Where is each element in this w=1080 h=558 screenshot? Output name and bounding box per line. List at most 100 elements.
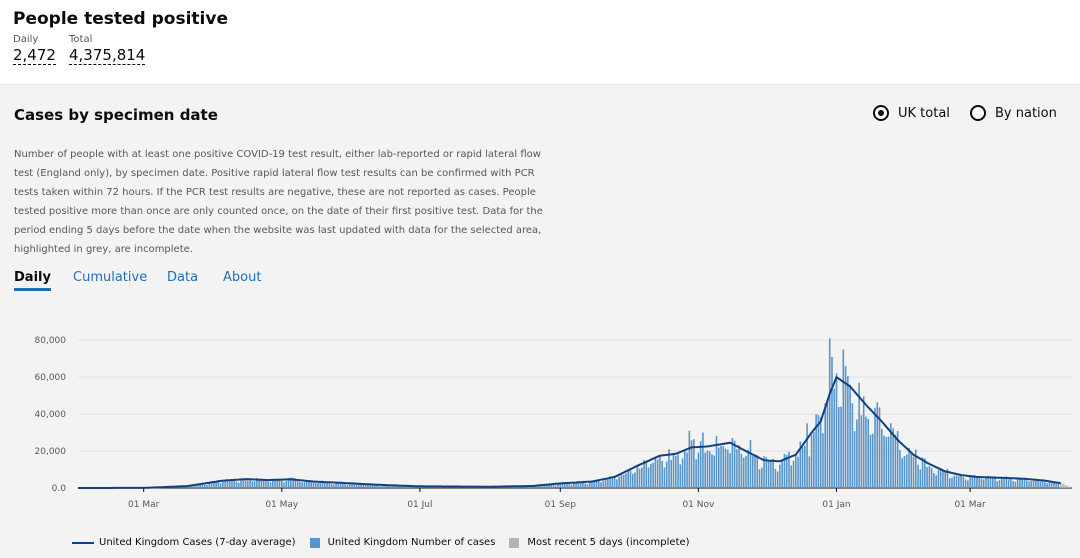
daily-bar xyxy=(1048,482,1051,488)
daily-bar xyxy=(955,475,958,488)
daily-bar xyxy=(310,481,312,488)
daily-bar xyxy=(717,447,720,488)
daily-bar xyxy=(969,476,971,488)
daily-bar xyxy=(733,440,736,488)
daily-bar xyxy=(946,468,949,488)
daily-bar xyxy=(779,464,781,488)
tab-daily[interactable]: Daily xyxy=(14,270,51,291)
daily-bar xyxy=(894,434,897,488)
legend-incomplete: Most recent 5 days (incomplete) xyxy=(509,537,690,548)
daily-bar xyxy=(672,452,675,488)
legend-bar-swatch xyxy=(309,537,320,548)
daily-bar xyxy=(249,479,251,488)
daily-bar xyxy=(559,483,562,488)
daily-bar xyxy=(980,478,983,488)
daily-bar xyxy=(758,469,761,488)
x-tick-label: 01 May xyxy=(265,500,299,510)
daily-bar xyxy=(738,445,740,488)
daily-bar xyxy=(1034,479,1037,488)
daily-value[interactable]: 2,472 xyxy=(13,46,56,65)
daily-bar xyxy=(924,458,926,488)
tab-data[interactable]: Data xyxy=(167,270,199,285)
total-metric[interactable]: Total 4,375,814 xyxy=(69,34,146,65)
daily-bar xyxy=(226,480,229,488)
daily-bar xyxy=(269,482,272,488)
radio-by-nation[interactable]: By nation xyxy=(970,105,1057,121)
daily-bar xyxy=(618,476,620,488)
daily-bar xyxy=(346,484,349,488)
daily-bar xyxy=(405,486,408,488)
daily-bar xyxy=(625,473,627,488)
daily-bar xyxy=(188,486,190,488)
daily-bar xyxy=(1053,482,1055,488)
daily-bar xyxy=(523,486,525,488)
daily-bar xyxy=(330,483,333,488)
total-value[interactable]: 4,375,814 xyxy=(69,46,146,65)
daily-metric[interactable]: Daily 2,472 xyxy=(13,34,56,65)
daily-bar xyxy=(296,479,299,488)
daily-bar xyxy=(568,483,571,488)
daily-bar xyxy=(881,429,883,488)
daily-bar xyxy=(391,485,394,488)
daily-bar xyxy=(1057,483,1060,488)
daily-bar xyxy=(201,483,204,488)
daily-bar xyxy=(656,459,659,488)
daily-bar xyxy=(561,482,564,488)
daily-bar xyxy=(213,482,215,488)
daily-bar xyxy=(616,479,618,488)
daily-bar xyxy=(933,473,935,488)
daily-bar xyxy=(244,480,247,488)
page-title: People tested positive xyxy=(13,9,228,29)
daily-bar xyxy=(770,459,772,488)
daily-bar xyxy=(731,437,734,488)
cases-chart[interactable]: 0.0 20,000 40,000 60,000 80,000 01 Mar 01 May 0… xyxy=(0,315,1080,515)
daily-bar xyxy=(801,447,804,488)
x-tick-label: 01 Nov xyxy=(682,500,715,510)
legend-incomplete-swatch xyxy=(509,537,520,548)
daily-bar xyxy=(638,468,641,488)
daily-bar xyxy=(278,478,281,488)
daily-bar xyxy=(670,460,673,488)
daily-bar xyxy=(837,407,840,488)
daily-bar xyxy=(607,478,609,488)
daily-bar xyxy=(727,449,729,488)
tab-cumulative[interactable]: Cumulative xyxy=(73,270,148,285)
daily-bar xyxy=(530,486,532,488)
daily-bar xyxy=(697,452,700,488)
daily-bar xyxy=(781,461,783,488)
daily-bar xyxy=(1019,477,1021,488)
daily-bar xyxy=(604,478,607,488)
daily-bar xyxy=(930,468,933,488)
daily-bar xyxy=(597,479,600,488)
daily-bar xyxy=(360,483,362,488)
radio-uk-total[interactable]: UK total xyxy=(873,105,950,121)
daily-bar xyxy=(806,423,808,488)
daily-bar xyxy=(197,484,199,488)
y-tick-label: 40,000 xyxy=(35,410,67,420)
daily-bar xyxy=(321,480,324,488)
y-tick-label: 20,000 xyxy=(35,447,67,457)
daily-bar xyxy=(844,366,847,488)
daily-bar xyxy=(428,486,430,488)
daily-bar xyxy=(903,456,906,488)
daily-bar xyxy=(602,480,605,488)
daily-bar xyxy=(650,463,652,488)
daily-bar xyxy=(720,445,722,488)
daily-bar xyxy=(776,471,779,488)
daily-bar xyxy=(1041,480,1044,488)
tab-about[interactable]: About xyxy=(223,270,262,285)
y-tick-label: 0.0 xyxy=(52,484,67,494)
daily-bar xyxy=(641,467,643,488)
daily-bar xyxy=(636,466,639,488)
daily-bar xyxy=(314,482,317,488)
daily-bar xyxy=(308,481,310,488)
daily-bar xyxy=(919,469,922,488)
daily-bar xyxy=(840,406,842,488)
daily-bar xyxy=(822,433,824,488)
daily-bar xyxy=(620,472,623,488)
daily-bar xyxy=(772,459,774,488)
daily-bar xyxy=(1012,481,1014,488)
daily-bar xyxy=(740,453,743,488)
daily-bar xyxy=(987,476,990,488)
daily-bar xyxy=(763,456,765,488)
